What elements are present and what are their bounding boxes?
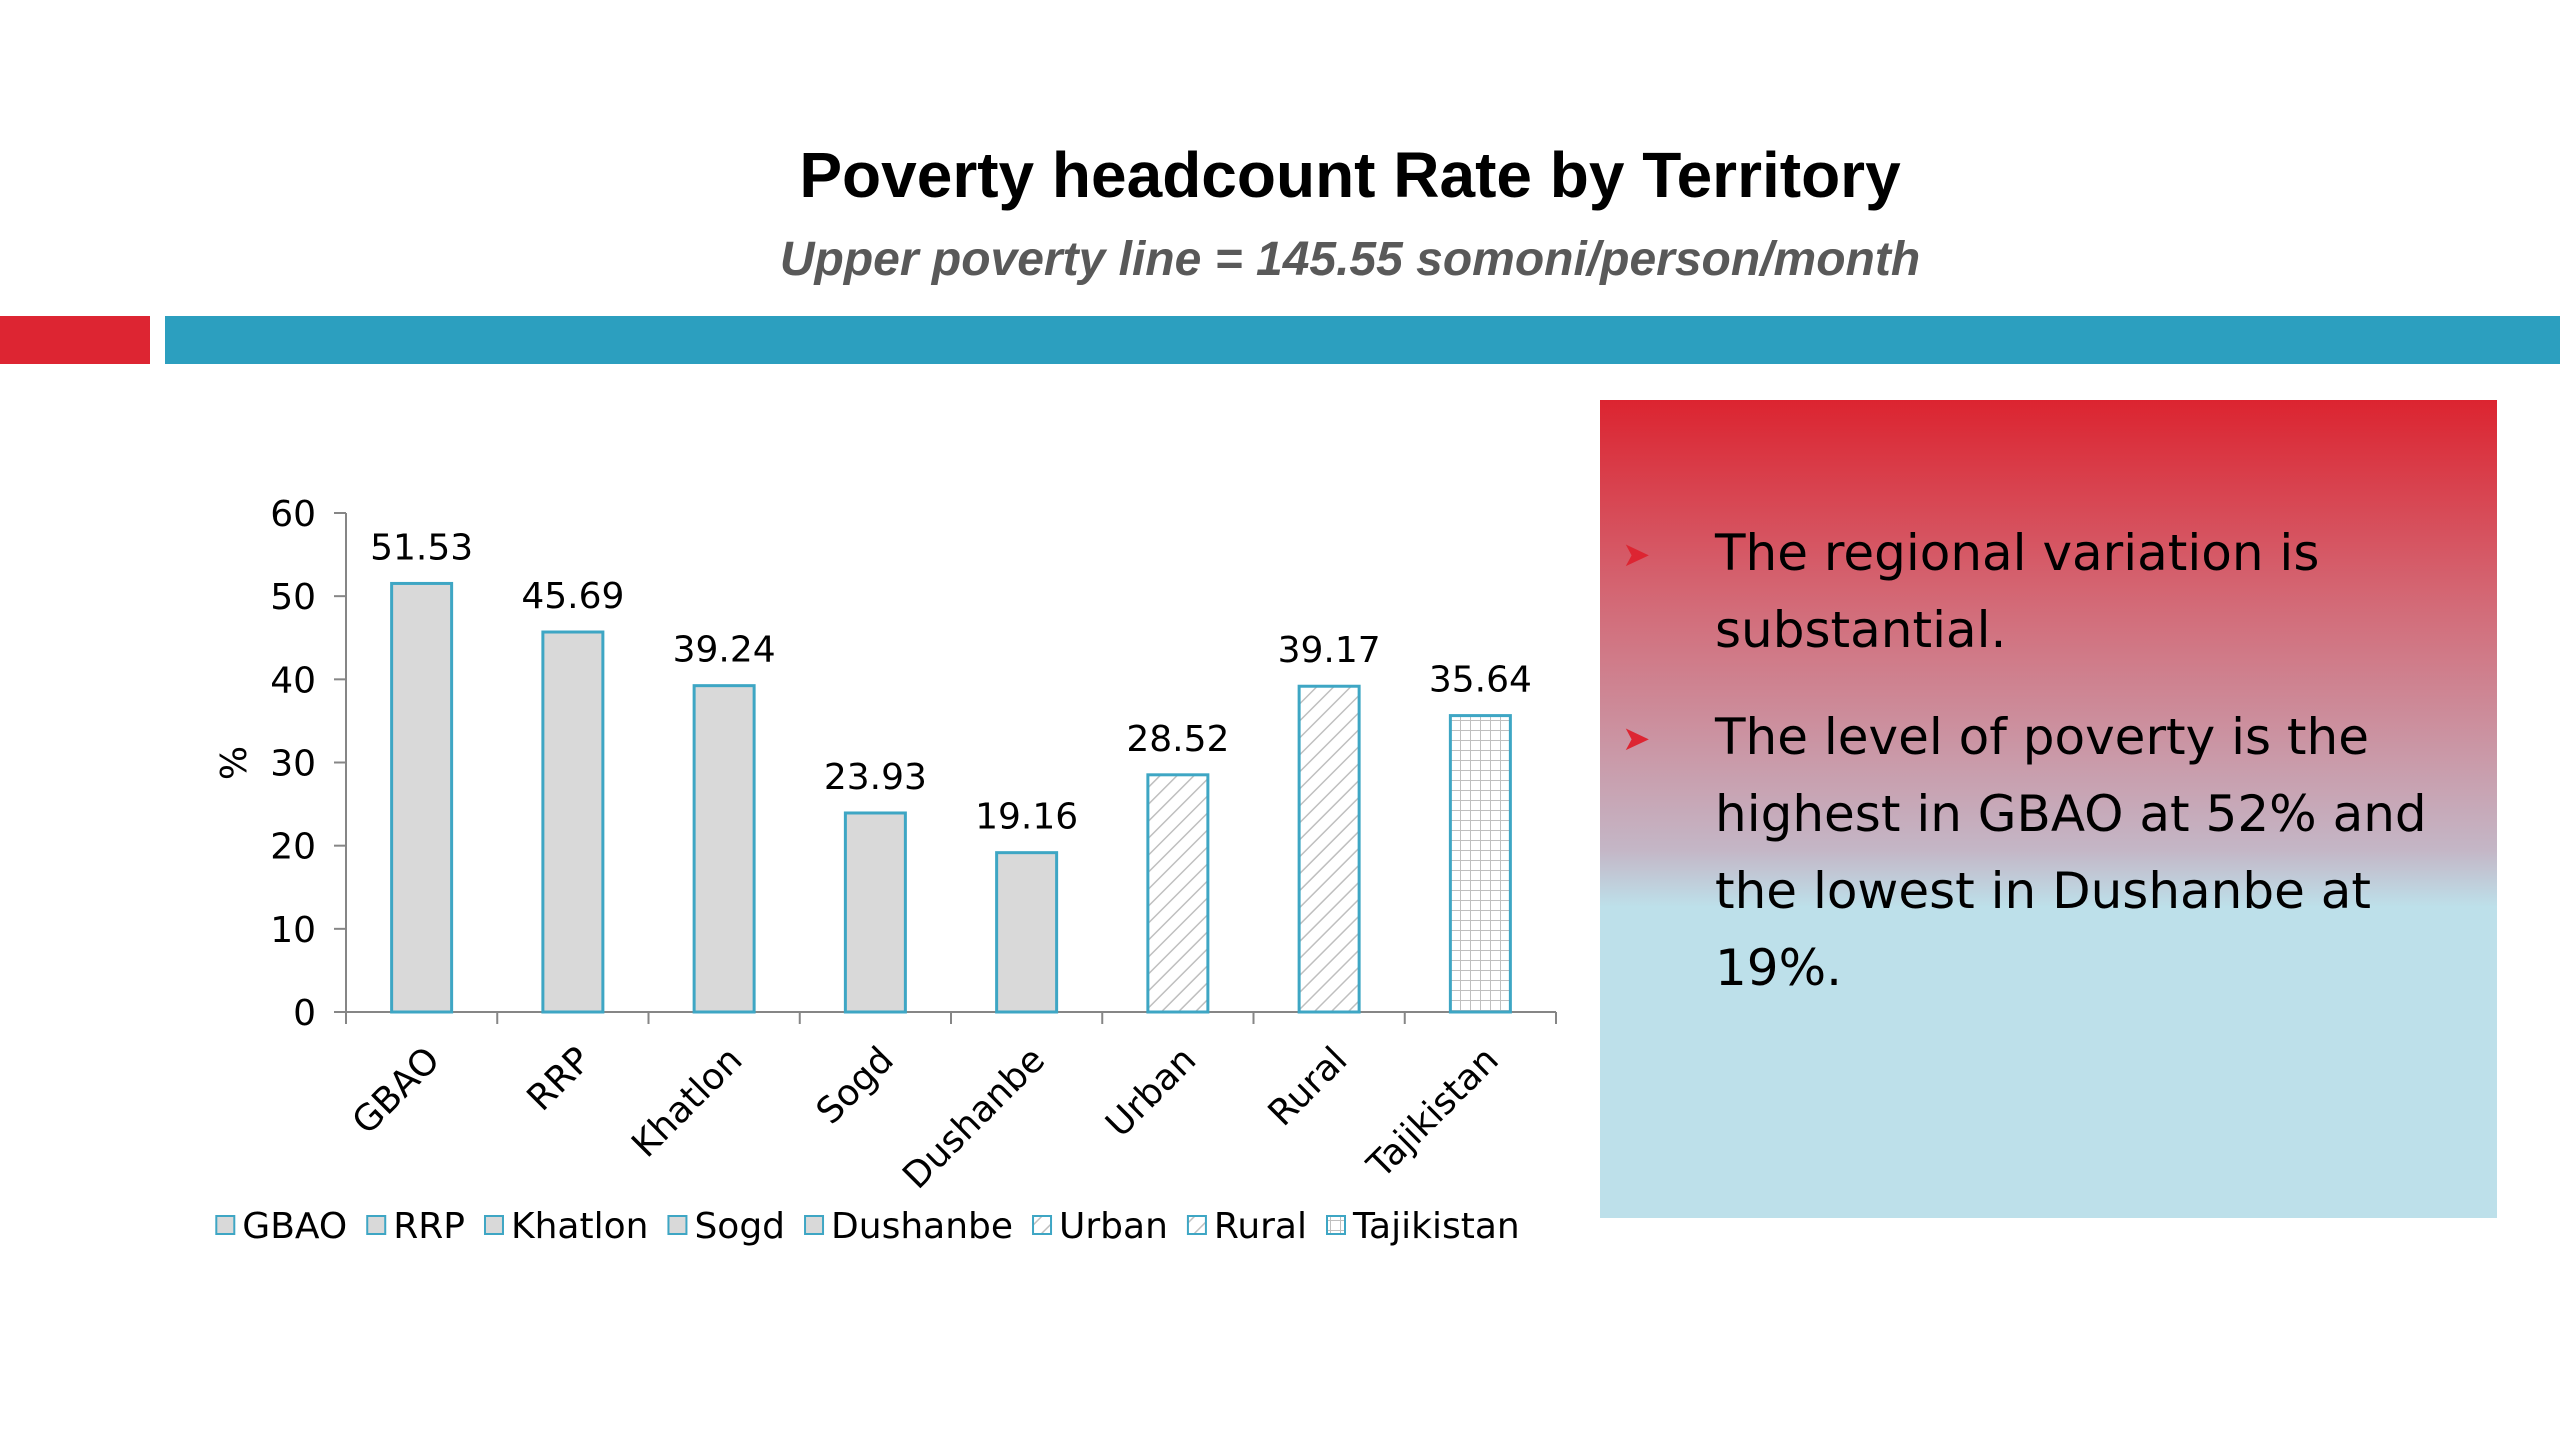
- bar-chart: % 0 10 20 30 40 50 60 51.53 45.69 39.24 23.93 19.1…: [214, 494, 1557, 1247]
- summary-panel: ➤ The regional variation is substantial.…: [1600, 400, 2497, 1218]
- data-label: 39.17: [1278, 630, 1381, 671]
- legend-label: Rural: [1214, 1206, 1307, 1247]
- y-axis-label: %: [214, 746, 255, 780]
- legend-swatch: [804, 1215, 825, 1235]
- arrow-bullet-icon: ➤: [1622, 719, 1651, 759]
- data-label: 45.69: [521, 576, 624, 617]
- legend-label: RRP: [393, 1206, 465, 1247]
- x-tick-label: RRP: [520, 1039, 600, 1119]
- y-tick-label: 60: [270, 494, 316, 535]
- data-label: 19.16: [975, 797, 1078, 838]
- bar-gbao: [390, 581, 454, 1014]
- summary-bullet-2: ➤ The level of poverty is the highest in…: [1600, 699, 2497, 1007]
- x-tick-label: Tajikistan: [1359, 1039, 1507, 1187]
- y-tick-label: 0: [293, 993, 316, 1034]
- legend-label: GBAO: [242, 1206, 347, 1247]
- x-tick-label: GBAO: [345, 1039, 448, 1142]
- legend-swatch: [483, 1215, 504, 1235]
- legend-swatch: [667, 1215, 688, 1235]
- summary-bullet-text: The regional variation is substantial.: [1715, 524, 2320, 659]
- legend-swatch: [1032, 1215, 1053, 1235]
- legend-swatch: [366, 1215, 387, 1235]
- data-label: 23.93: [824, 757, 927, 798]
- bar-sogd: [843, 811, 907, 1014]
- bar-tajikistan: [1448, 714, 1512, 1014]
- x-tick-label: Urban: [1098, 1039, 1204, 1145]
- bar-dushanbe: [995, 851, 1059, 1014]
- data-label: 28.52: [1126, 719, 1229, 760]
- legend-swatch: [1326, 1215, 1346, 1235]
- legend-swatch: [215, 1215, 236, 1235]
- x-tick-label: Rural: [1261, 1039, 1356, 1134]
- data-label: 51.53: [370, 527, 473, 568]
- slide-title: Poverty headcount Rate by Territory: [799, 139, 1901, 211]
- arrow-bullet-icon: ➤: [1622, 535, 1651, 575]
- legend-swatch: [1186, 1215, 1207, 1235]
- x-tick-label: Sogd: [809, 1039, 902, 1132]
- y-tick-label: 30: [270, 744, 316, 785]
- y-tick-label: 10: [270, 910, 316, 951]
- x-tick-label: Dushanbe: [895, 1039, 1053, 1197]
- y-tick-label: 50: [270, 577, 316, 618]
- legend-label: Khatlon: [511, 1206, 648, 1247]
- y-tick-label: 40: [270, 660, 316, 701]
- legend-label: Urban: [1059, 1206, 1168, 1247]
- x-tick-label: Khatlon: [624, 1039, 750, 1165]
- legend-label: Tajikistan: [1352, 1206, 1520, 1247]
- slide-subtitle: Upper poverty line = 145.55 somoni/perso…: [779, 233, 1921, 286]
- data-label: 39.24: [673, 630, 776, 671]
- header-accent-teal: [165, 316, 2560, 364]
- bar-rrp: [541, 630, 605, 1014]
- y-tick-label: 20: [270, 827, 316, 868]
- header-accent-red: [0, 316, 150, 364]
- bar-rural: [1297, 684, 1361, 1014]
- bar-urban: [1146, 773, 1210, 1014]
- legend-label: Sogd: [694, 1206, 785, 1247]
- bar-khatlon: [692, 684, 756, 1014]
- summary-bullets: ➤ The regional variation is substantial.…: [1600, 515, 2497, 1037]
- summary-bullet-1: ➤ The regional variation is substantial.: [1600, 515, 2497, 669]
- data-label: 35.64: [1429, 660, 1532, 701]
- legend-label: Dushanbe: [831, 1206, 1013, 1247]
- summary-bullet-text: The level of poverty is the highest in G…: [1715, 708, 2427, 997]
